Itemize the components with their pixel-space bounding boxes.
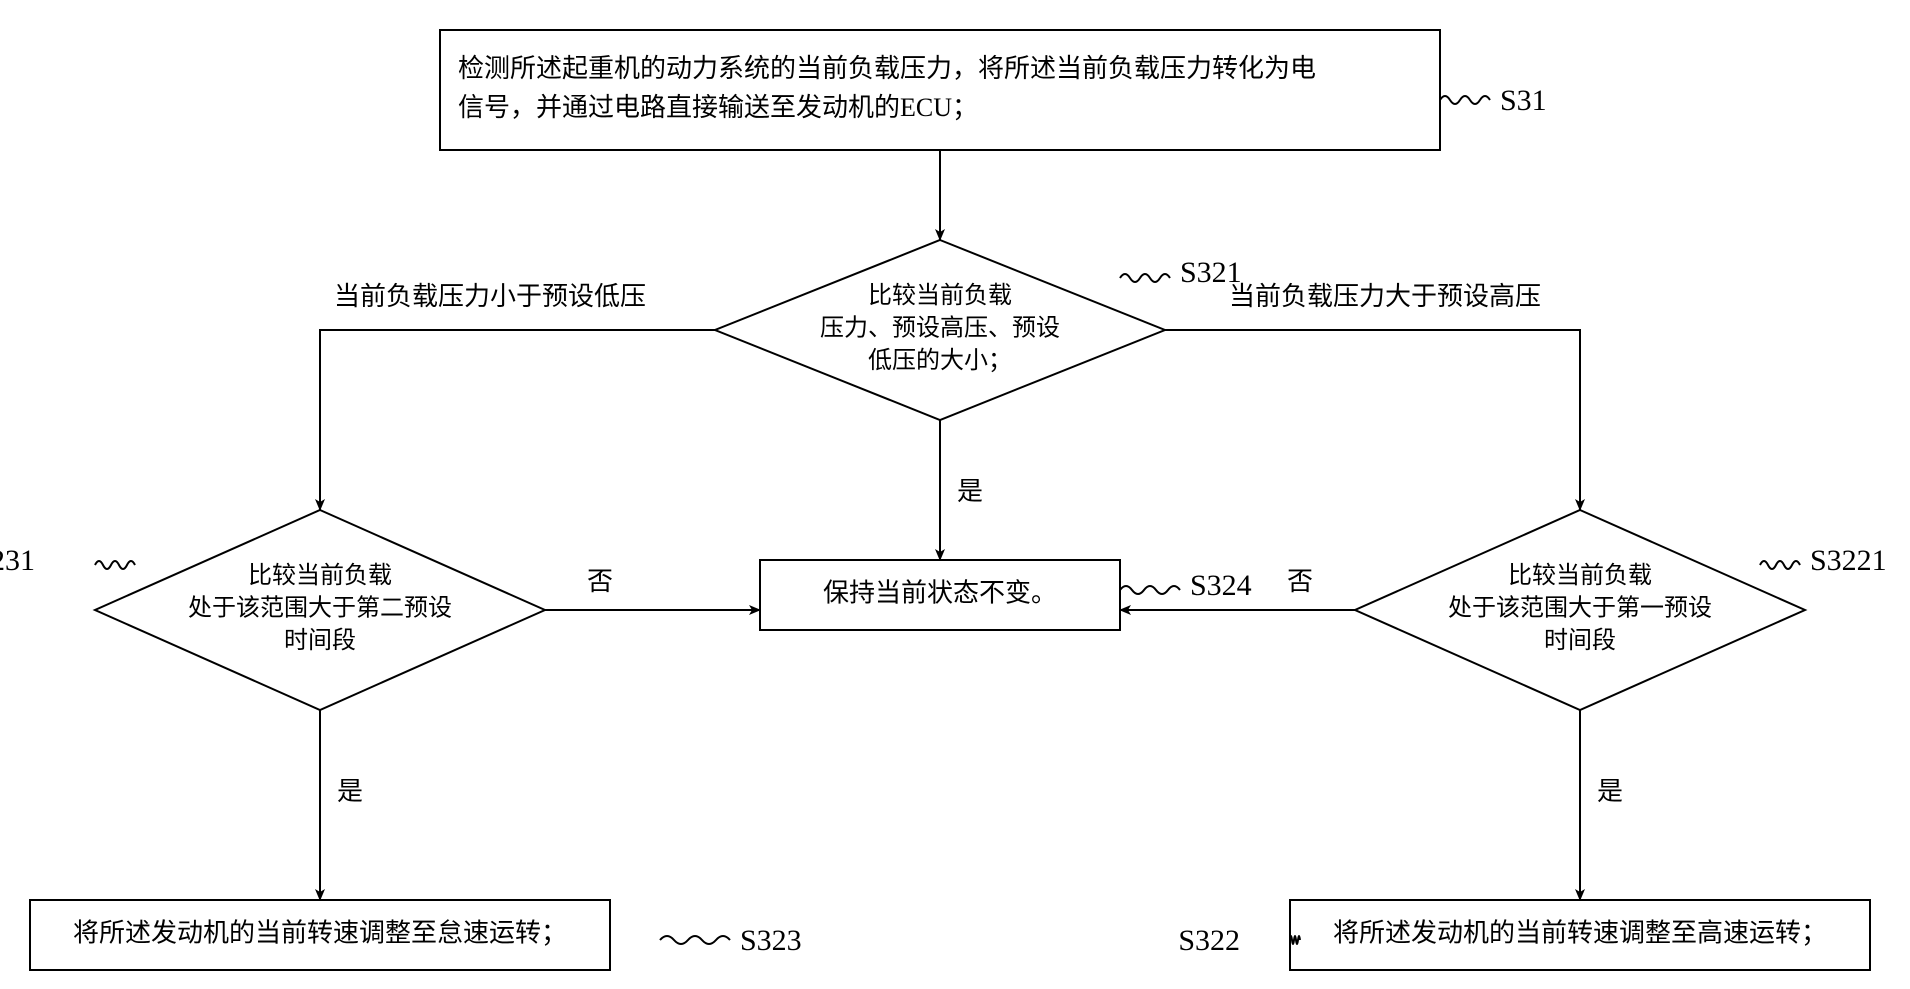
node-text: 信号，并通过电路直接输送至发动机的ECU； [458, 93, 978, 122]
label-connector [1440, 96, 1490, 104]
label-connector [95, 561, 135, 569]
edge-label: 是 [957, 477, 983, 506]
edge-label: 否 [1287, 567, 1313, 596]
step-label-s321: S321 [1180, 256, 1242, 289]
edge-label: 否 [587, 567, 613, 596]
node-text: 检测所述起重机的动力系统的当前负载压力，将所述当前负载压力转化为电 [458, 54, 1316, 83]
node-s321: 比较当前负载压力、预设高压、预设低压的大小； [715, 240, 1165, 420]
nodes: 检测所述起重机的动力系统的当前负载压力，将所述当前负载压力转化为电信号，并通过电… [30, 30, 1870, 970]
edge-label: 是 [337, 777, 363, 806]
node-text: 时间段 [1544, 627, 1616, 654]
node-text: 处于该范围大于第一预设 [1448, 594, 1712, 621]
edge-label: 当前负载压力小于预设低压 [334, 282, 646, 311]
node-s31: 检测所述起重机的动力系统的当前负载压力，将所述当前负载压力转化为电信号，并通过电… [440, 30, 1440, 150]
step-label-s31: S31 [1500, 84, 1547, 117]
label-connector [1120, 586, 1180, 594]
node-s322: 将所述发动机的当前转速调整至高速运转； [1290, 900, 1870, 970]
node-text: 时间段 [284, 627, 356, 654]
step-label-s322: S322 [1178, 924, 1240, 957]
label-connector [1760, 561, 1800, 569]
node-text: 将所述发动机的当前转速调整至高速运转； [1333, 919, 1827, 948]
node-text: 比较当前负载 [1508, 562, 1652, 589]
label-connector [1120, 274, 1170, 282]
edge-label: 当前负载压力大于预设高压 [1229, 282, 1541, 311]
edge [1165, 330, 1580, 510]
flowchart: 是当前负载压力小于预设低压当前负载压力大于预设高压否否是是检测所述起重机的动力系… [0, 0, 1910, 989]
node-s3231: 比较当前负载处于该范围大于第二预设时间段 [95, 510, 545, 710]
edge-label: 是 [1597, 777, 1623, 806]
step-label-s3221: S3221 [1810, 544, 1887, 577]
label-connector [660, 936, 730, 944]
node-text: 压力、预设高压、预设 [820, 314, 1060, 341]
node-s324: 保持当前状态不变。 [760, 560, 1120, 630]
step-label-s324: S324 [1190, 569, 1252, 602]
node-text: 比较当前负载 [248, 562, 392, 589]
node-text: 保持当前状态不变。 [823, 579, 1057, 608]
step-label-s3231: S3231 [0, 544, 35, 577]
step-label-s323: S323 [740, 924, 802, 957]
node-text: 低压的大小； [868, 347, 1012, 374]
node-text: 将所述发动机的当前转速调整至怠速运转； [73, 919, 567, 948]
node-s3221: 比较当前负载处于该范围大于第一预设时间段 [1355, 510, 1805, 710]
node-s323: 将所述发动机的当前转速调整至怠速运转； [30, 900, 610, 970]
edge [320, 330, 715, 510]
node-text: 处于该范围大于第二预设 [188, 594, 452, 621]
node-text: 比较当前负载 [868, 282, 1012, 309]
